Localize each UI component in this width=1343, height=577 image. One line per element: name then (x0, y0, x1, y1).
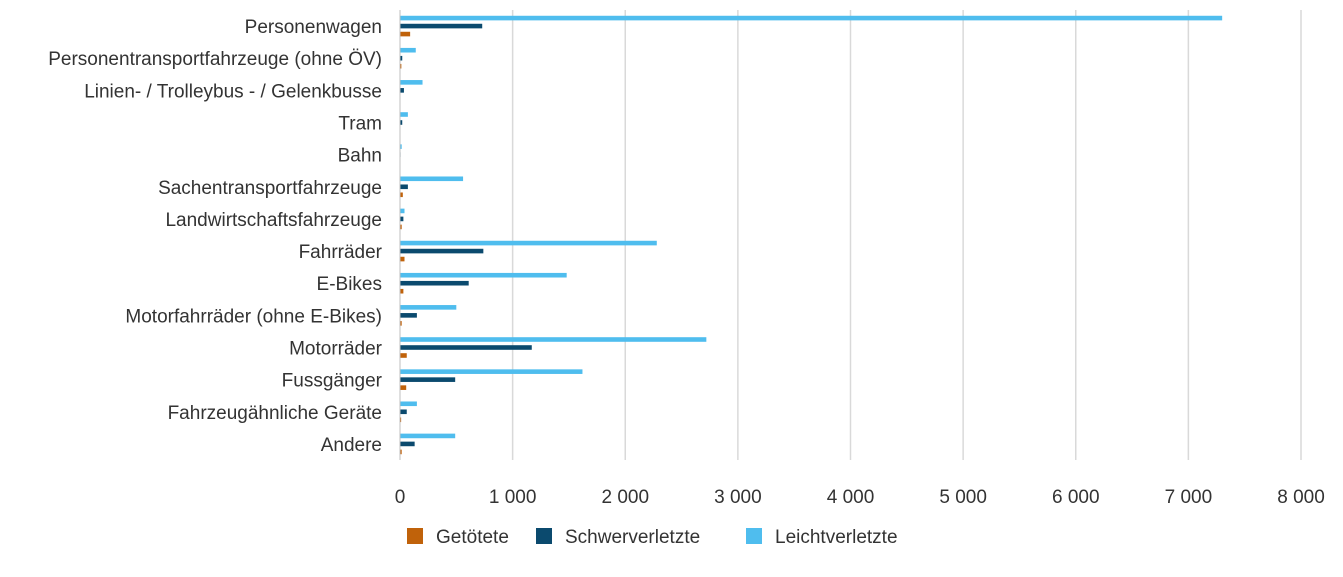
gridlines (511, 10, 1302, 460)
bar (400, 280, 469, 286)
x-tick-labels: 0 1 000 2 000 3 000 4 000 5 000 6 000 7 000 8 00… (395, 487, 1325, 508)
category-label: Personenwagen (245, 17, 382, 38)
category-label: Fussgänger (282, 371, 383, 392)
bar (400, 409, 407, 415)
legend-swatch (536, 528, 552, 544)
category-label: Andere (321, 435, 382, 456)
category-label: Fahrräder (299, 242, 383, 263)
x-tick-label: 2 000 (601, 487, 649, 508)
x-tick-label: 3 000 (714, 487, 762, 508)
bar (400, 345, 532, 350)
bar (400, 248, 484, 254)
bars (400, 15, 1223, 455)
bar (400, 216, 404, 222)
bar (400, 112, 408, 117)
bar (400, 305, 457, 310)
bar (400, 353, 407, 358)
x-tick-label: 1 000 (489, 487, 537, 508)
category-label: Motorfahrräder (ohne E-Bikes) (125, 306, 382, 327)
bar (400, 401, 417, 407)
x-tick-label: 8 000 (1277, 487, 1325, 508)
legend-swatch (746, 528, 762, 544)
bar (400, 417, 402, 423)
bar (400, 192, 403, 198)
bar (400, 184, 408, 190)
bar (400, 337, 707, 342)
bar (400, 88, 404, 93)
category-label: Tram (338, 114, 382, 135)
bar (400, 433, 456, 439)
bar (400, 288, 404, 294)
category-label: Bahn (338, 146, 382, 167)
bar (400, 31, 411, 37)
category-label: Landwirtschaftsfahrzeuge (165, 210, 382, 231)
bar (400, 120, 403, 125)
bar (400, 240, 657, 246)
bar (400, 321, 402, 326)
category-label: Sachentransportfahrzeuge (158, 178, 382, 199)
bar (400, 55, 403, 61)
bar (400, 63, 402, 69)
bar (400, 176, 464, 182)
bar (400, 449, 402, 455)
category-label: Personentransportfahrzeuge (ohne ÖV) (48, 49, 382, 70)
bar (400, 80, 423, 85)
x-tick-label: 6 000 (1052, 487, 1100, 508)
legend-label: Leichtverletzte (775, 527, 898, 548)
category-label: Motorräder (289, 339, 383, 360)
bar (400, 144, 402, 149)
bar (400, 208, 405, 214)
bar (400, 385, 407, 390)
x-tick-label: 5 000 (939, 487, 987, 508)
x-tick-label: 0 (395, 487, 406, 508)
category-label: Linien- / Trolleybus - / Gelenkbusse (84, 81, 382, 102)
bar (400, 47, 416, 53)
bar (400, 15, 1223, 21)
x-tick-label: 7 000 (1165, 487, 1213, 508)
bar (400, 256, 405, 262)
bar (400, 313, 417, 318)
category-label: Fahrzeugähnliche Geräte (168, 403, 382, 424)
category-labels: Personenwagen Personentransportfahrzeuge … (48, 17, 382, 456)
legend-swatch (407, 528, 423, 544)
legend-label: Schwerverletzte (565, 527, 700, 548)
bar (400, 23, 483, 29)
bar (400, 441, 415, 447)
bar (400, 224, 402, 230)
category-label: E-Bikes (317, 274, 382, 295)
bar (400, 369, 583, 374)
bar (400, 377, 456, 382)
x-tick-label: 4 000 (827, 487, 875, 508)
bar (400, 272, 567, 278)
legend: Getötete Schwerverletzte Leichtverletzte (407, 527, 898, 548)
legend-label: Getötete (436, 527, 509, 548)
